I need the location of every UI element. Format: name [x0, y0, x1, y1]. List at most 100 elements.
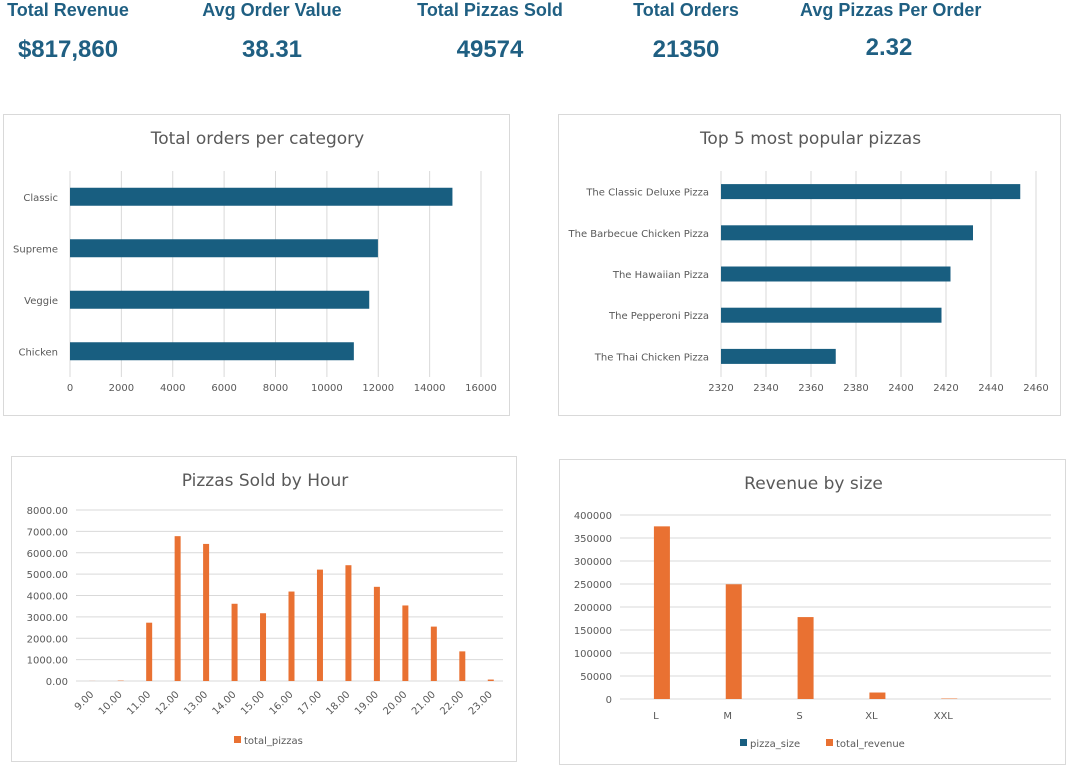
x-tick-label: 22.00 [438, 689, 466, 717]
x-tick-label: 23.00 [467, 689, 495, 717]
bar [174, 536, 181, 681]
x-tick-label: 2440 [978, 383, 1003, 394]
kpi-total-pizzas-sold: Total Pizzas Sold 49574 [414, 0, 566, 64]
y-tick-label: 350000 [574, 534, 612, 545]
bar [288, 591, 295, 681]
y-tick-label: 300000 [574, 557, 612, 568]
kpi-label: Total Pizzas Sold [417, 0, 563, 20]
x-tick-label: 2340 [753, 383, 778, 394]
x-tick-label: 18.00 [325, 689, 353, 717]
bar [402, 605, 409, 681]
x-tick-label: XXL [934, 711, 954, 722]
x-tick-label: 14000 [414, 383, 446, 394]
bar [345, 565, 352, 681]
category-label: Veggie [24, 296, 58, 307]
legend-swatch [740, 739, 747, 746]
bar [70, 342, 354, 361]
category-label: The Barbecue Chicken Pizza [568, 229, 709, 240]
bar [725, 584, 742, 699]
bar [721, 307, 942, 323]
chart-revenue-by-size-svg: Revenue by size 0 50000 100000 150000 200000 2… [574, 474, 1051, 750]
x-tick-label: 17.00 [296, 689, 324, 717]
category-label: The Hawaiian Pizza [612, 270, 709, 281]
y-tick-label: 5000.00 [27, 570, 68, 581]
y-tick-label: 3000.00 [27, 613, 68, 624]
y-tick-label: 50000 [580, 672, 612, 683]
bar [430, 626, 437, 681]
chart-orders-per-category[interactable]: Total orders per category 0 2000 4000 6000 80… [3, 114, 510, 416]
x-tick-label: S [796, 711, 802, 722]
x-tick-label: 12000 [362, 383, 394, 394]
legend-label: pizza_size [750, 739, 800, 750]
x-tick-label: 11.00 [125, 689, 153, 717]
x-tick-label: 4000 [160, 383, 185, 394]
y-tick-label: 8000.00 [27, 506, 68, 517]
x-tick-label: 2420 [933, 383, 958, 394]
x-tick-label: 2400 [888, 383, 913, 394]
y-tick-label: 400000 [574, 511, 612, 522]
x-tick-label: 2360 [798, 383, 823, 394]
chart-title: Total orders per category [150, 129, 364, 149]
x-tick-label: 13.00 [182, 689, 210, 717]
kpi-total-orders: Total Orders 21350 [624, 0, 748, 64]
chart-top5-pizzas-svg: Top 5 most popular pizzas 2320 2340 2360 238… [568, 129, 1049, 394]
chart-pizzas-by-hour[interactable]: Pizzas Sold by Hour 0.00 1000.00 2000.00 300… [11, 456, 517, 762]
y-tick-label: 4000.00 [27, 592, 68, 603]
bar [373, 586, 380, 681]
chart-title: Top 5 most popular pizzas [699, 129, 921, 149]
bar [231, 603, 238, 681]
bar [459, 651, 466, 681]
bar [146, 622, 153, 681]
bar [653, 526, 670, 699]
bar [797, 617, 814, 699]
bar [721, 266, 951, 282]
x-tick-label: 9.00 [73, 689, 97, 713]
category-label: Classic [23, 193, 58, 204]
x-tick-label: 15.00 [239, 689, 267, 717]
chart-revenue-by-size[interactable]: Revenue by size 0 50000 100000 150000 200000 2… [559, 459, 1066, 765]
chart-top5-pizzas[interactable]: Top 5 most popular pizzas 2320 2340 2360 238… [558, 114, 1061, 416]
bar [70, 290, 370, 309]
kpi-label: Avg Order Value [202, 0, 342, 20]
x-tick-label: 16000 [465, 383, 497, 394]
chart-title: Pizzas Sold by Hour [182, 471, 348, 491]
x-tick-label: 20.00 [381, 689, 409, 717]
kpi-value: 2.32 [865, 34, 913, 61]
bar [316, 569, 323, 681]
legend-label: total_pizzas [244, 736, 303, 747]
x-tick-label: 2460 [1023, 383, 1048, 394]
x-tick-label: 2000 [109, 383, 134, 394]
kpi-avg-order-value: Avg Order Value 38.31 [198, 0, 346, 64]
bar [203, 543, 210, 681]
y-tick-label: 0.00 [46, 677, 68, 688]
x-tick-label: 16.00 [268, 689, 296, 717]
y-tick-label: 150000 [574, 626, 612, 637]
y-tick-label: 6000.00 [27, 549, 68, 560]
legend-label: total_revenue [836, 739, 905, 750]
x-tick-label: 8000 [263, 383, 288, 394]
kpi-value: 38.31 [241, 36, 303, 63]
kpi-label: Total Orders [633, 0, 739, 20]
y-tick-label: 0 [606, 695, 612, 706]
bar [70, 239, 378, 258]
kpi-value: 21350 [652, 36, 720, 63]
legend-swatch [826, 739, 833, 746]
y-tick-label: 1000.00 [27, 656, 68, 667]
x-tick-label: 19.00 [353, 689, 381, 717]
bar [721, 225, 973, 241]
category-label: The Classic Deluxe Pizza [585, 188, 709, 199]
chart-orders-per-category-svg: Total orders per category 0 2000 4000 6000 80… [13, 129, 497, 394]
y-tick-label: 200000 [574, 603, 612, 614]
kpi-value: $817,860 [17, 36, 119, 63]
bar [487, 679, 494, 681]
x-tick-label: 0 [67, 383, 73, 394]
kpi-label: Avg Pizzas Per Order [800, 0, 982, 20]
kpi-value: 49574 [456, 36, 524, 63]
y-tick-label: 250000 [574, 580, 612, 591]
x-tick-label: 6000 [211, 383, 236, 394]
bar [869, 692, 886, 699]
x-tick-label: M [723, 711, 732, 722]
x-tick-label: 21.00 [410, 689, 438, 717]
y-tick-label: 7000.00 [27, 527, 68, 538]
category-label: The Thai Chicken Pizza [594, 352, 709, 363]
